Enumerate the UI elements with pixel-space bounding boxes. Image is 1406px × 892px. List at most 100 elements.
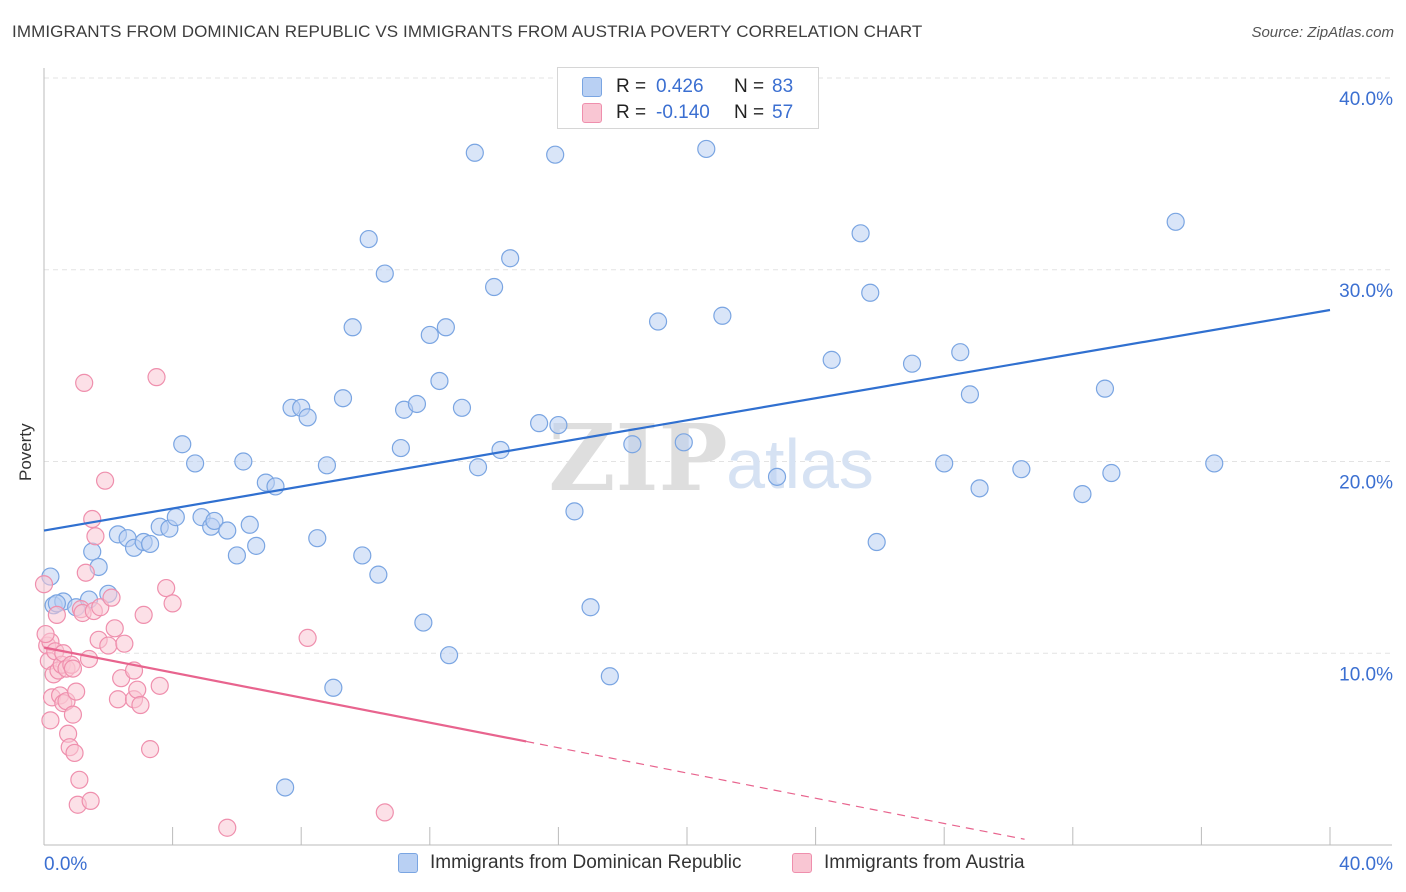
austria-point bbox=[34, 575, 54, 594]
stats-legend: R = 0.426 N = 83 R = -0.140 N = 57 bbox=[557, 67, 819, 129]
dominican-point bbox=[276, 778, 295, 797]
dominican-point bbox=[468, 458, 488, 477]
austria-point bbox=[47, 605, 66, 625]
dominican-point bbox=[1102, 463, 1121, 483]
dominican-point bbox=[173, 435, 192, 454]
dominican-point bbox=[623, 435, 642, 454]
austria-point bbox=[128, 680, 147, 699]
dominican-point bbox=[565, 502, 584, 521]
tick-labels: 10.0% 20.0% 30.0% 40.0% 0.0% 40.0% bbox=[44, 89, 1393, 875]
austria-point bbox=[79, 649, 99, 669]
austria-point bbox=[99, 636, 118, 655]
austria-point bbox=[140, 740, 160, 759]
watermark: ZIP atlas bbox=[548, 404, 874, 512]
dominican-point bbox=[439, 646, 459, 665]
dominican-point bbox=[234, 452, 253, 471]
blue-swatch bbox=[398, 853, 418, 873]
austria-point bbox=[95, 471, 115, 490]
blue-swatch bbox=[582, 77, 602, 97]
austria-point bbox=[163, 594, 182, 613]
stats-row-dominican: R = 0.426 N = 83 bbox=[582, 75, 793, 99]
austria-point bbox=[70, 770, 89, 789]
series-legend: Immigrants from Dominican Republic Immig… bbox=[0, 852, 1406, 878]
dominican-point bbox=[822, 350, 841, 369]
watermark-zip: ZIP bbox=[548, 404, 727, 512]
dominican-point bbox=[674, 433, 693, 452]
austria-point bbox=[150, 676, 169, 695]
legend-item-austria[interactable]: Immigrants from Austria bbox=[792, 852, 1025, 874]
dominican-point bbox=[951, 343, 970, 362]
n-value: 83 bbox=[772, 76, 794, 97]
dominican-point bbox=[240, 515, 259, 534]
r-label: R = bbox=[616, 76, 647, 97]
austria-point bbox=[83, 509, 102, 529]
x-tick-label: 40.0% bbox=[1339, 854, 1393, 875]
dominican-point bbox=[600, 667, 619, 686]
dominican-point bbox=[648, 312, 668, 331]
dominican-point bbox=[867, 532, 886, 552]
austria-trend-line bbox=[43, 646, 527, 743]
dominican-point bbox=[902, 354, 922, 373]
legend-item-dominican[interactable]: Immigrants from Dominican Republic bbox=[398, 852, 742, 874]
austria-point bbox=[115, 634, 134, 653]
y-tick-label: 40.0% bbox=[1339, 89, 1393, 110]
chart-title: IMMIGRANTS FROM DOMINICAN REPUBLIC VS IM… bbox=[12, 22, 923, 41]
dominican-point bbox=[767, 467, 787, 486]
dominican-point bbox=[298, 408, 317, 427]
dominican-point bbox=[530, 414, 549, 433]
y-tick-label: 20.0% bbox=[1339, 473, 1393, 494]
dominican-point bbox=[218, 521, 237, 540]
dominican-point bbox=[1095, 379, 1115, 398]
dominican-point bbox=[485, 277, 504, 297]
austria-point bbox=[131, 695, 150, 715]
dominican-point bbox=[452, 398, 472, 417]
austria-point bbox=[41, 711, 60, 730]
dominican-point bbox=[1012, 460, 1031, 479]
y-tick-label: 30.0% bbox=[1339, 281, 1393, 302]
dominican-point bbox=[1073, 484, 1092, 504]
r-label: R = bbox=[616, 102, 647, 123]
dominican-point bbox=[369, 565, 388, 584]
austria-point bbox=[63, 705, 83, 724]
watermark-atlas: atlas bbox=[726, 425, 874, 503]
austria-point bbox=[81, 791, 100, 810]
austria-point bbox=[298, 628, 317, 648]
source-credit: Source: ZipAtlas.com bbox=[1251, 24, 1394, 41]
dominican-point bbox=[501, 249, 520, 268]
dominican-point bbox=[465, 143, 484, 162]
dominican-point bbox=[713, 306, 732, 325]
dominican-point bbox=[1205, 454, 1224, 473]
dominican-point bbox=[436, 318, 455, 337]
dominican-point bbox=[549, 415, 568, 435]
legend-label: Immigrants from Dominican Republic bbox=[430, 852, 742, 873]
dominican-point bbox=[546, 145, 565, 164]
austria-point bbox=[105, 619, 124, 638]
pink-swatch bbox=[582, 103, 602, 123]
dominican-point bbox=[970, 479, 989, 498]
n-value: 57 bbox=[772, 102, 794, 123]
dominican-point bbox=[140, 534, 160, 554]
dominican-point bbox=[960, 385, 980, 404]
dominican-point bbox=[697, 139, 716, 159]
dominican-point bbox=[247, 536, 266, 555]
dominican-point bbox=[430, 371, 449, 391]
gridlines bbox=[44, 77, 1392, 654]
dominican-point bbox=[353, 546, 372, 565]
austria-point bbox=[76, 563, 95, 582]
data-points bbox=[34, 139, 1224, 837]
austria-point bbox=[75, 373, 94, 392]
dominican-point bbox=[186, 454, 205, 473]
dominican-point bbox=[205, 511, 224, 531]
austria-point bbox=[67, 682, 86, 701]
austria-point bbox=[102, 588, 121, 607]
trend-lines bbox=[43, 308, 1331, 840]
legend-label: Immigrants from Austria bbox=[824, 852, 1025, 873]
stats-row-austria: R = -0.140 N = 57 bbox=[582, 101, 793, 125]
dominican-point bbox=[491, 440, 510, 460]
n-label: N = bbox=[734, 102, 765, 123]
dominican-point bbox=[851, 224, 870, 243]
dominican-point bbox=[414, 613, 433, 632]
austria-point bbox=[375, 803, 394, 822]
r-value: 0.426 bbox=[656, 76, 704, 97]
